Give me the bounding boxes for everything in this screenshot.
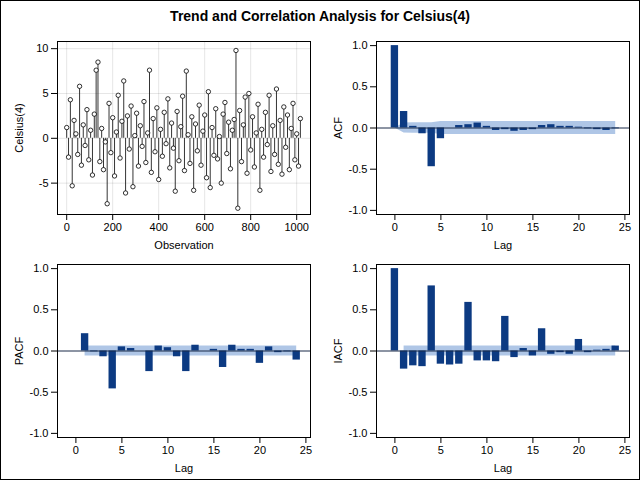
svg-text:0.5: 0.5: [352, 80, 367, 92]
svg-text:800: 800: [242, 221, 260, 233]
svg-text:400: 400: [150, 221, 168, 233]
svg-text:0: 0: [64, 221, 70, 233]
svg-text:25: 25: [619, 221, 631, 233]
svg-text:1000: 1000: [284, 221, 308, 233]
svg-text:10: 10: [481, 221, 493, 233]
svg-text:5: 5: [438, 221, 444, 233]
svg-text:25: 25: [619, 444, 631, 456]
svg-text:0: 0: [73, 444, 79, 456]
svg-text:-0.5: -0.5: [30, 386, 49, 398]
svg-text:-0.5: -0.5: [349, 163, 368, 175]
svg-text:1.0: 1.0: [33, 262, 48, 274]
svg-text:IACF: IACF: [332, 338, 344, 363]
svg-text:Observation: Observation: [154, 239, 213, 251]
svg-text:10: 10: [162, 444, 174, 456]
svg-text:Celsius(4): Celsius(4): [13, 103, 25, 153]
svg-text:-1.0: -1.0: [349, 427, 368, 439]
svg-text:Lag: Lag: [494, 239, 512, 251]
svg-text:0.0: 0.0: [33, 345, 48, 357]
svg-text:10: 10: [36, 42, 48, 54]
svg-text:0.5: 0.5: [33, 303, 48, 315]
svg-text:1.0: 1.0: [352, 39, 367, 51]
svg-text:PACF: PACF: [13, 336, 25, 365]
svg-text:-1.0: -1.0: [349, 204, 368, 216]
svg-text:0.0: 0.0: [352, 345, 367, 357]
html-text:Trend and Correlation Analysis: Trend and Correlation Analysis for Celsi…: [170, 8, 470, 24]
svg-text:1.0: 1.0: [352, 262, 367, 274]
svg-text:20: 20: [254, 444, 266, 456]
svg-text:Lag: Lag: [175, 462, 193, 474]
svg-text:0: 0: [42, 132, 48, 144]
svg-text:5: 5: [438, 444, 444, 456]
svg-text:-5: -5: [39, 177, 49, 189]
svg-text:600: 600: [196, 221, 214, 233]
svg-text:15: 15: [527, 444, 539, 456]
svg-text:20: 20: [573, 444, 585, 456]
svg-text:10: 10: [481, 444, 493, 456]
svg-text:0.5: 0.5: [352, 303, 367, 315]
svg-text:20: 20: [573, 221, 585, 233]
svg-text:5: 5: [119, 444, 125, 456]
svg-text:0.0: 0.0: [352, 122, 367, 134]
svg-text:-0.5: -0.5: [349, 386, 368, 398]
svg-text:-1.0: -1.0: [30, 427, 49, 439]
svg-text:25: 25: [300, 444, 312, 456]
svg-text:0: 0: [392, 221, 398, 233]
svg-text:0: 0: [392, 444, 398, 456]
svg-text:200: 200: [104, 221, 122, 233]
svg-text:Lag: Lag: [494, 462, 512, 474]
svg-text:15: 15: [208, 444, 220, 456]
svg-text:ACF: ACF: [332, 117, 344, 139]
svg-text:15: 15: [527, 221, 539, 233]
svg-text:5: 5: [42, 87, 48, 99]
